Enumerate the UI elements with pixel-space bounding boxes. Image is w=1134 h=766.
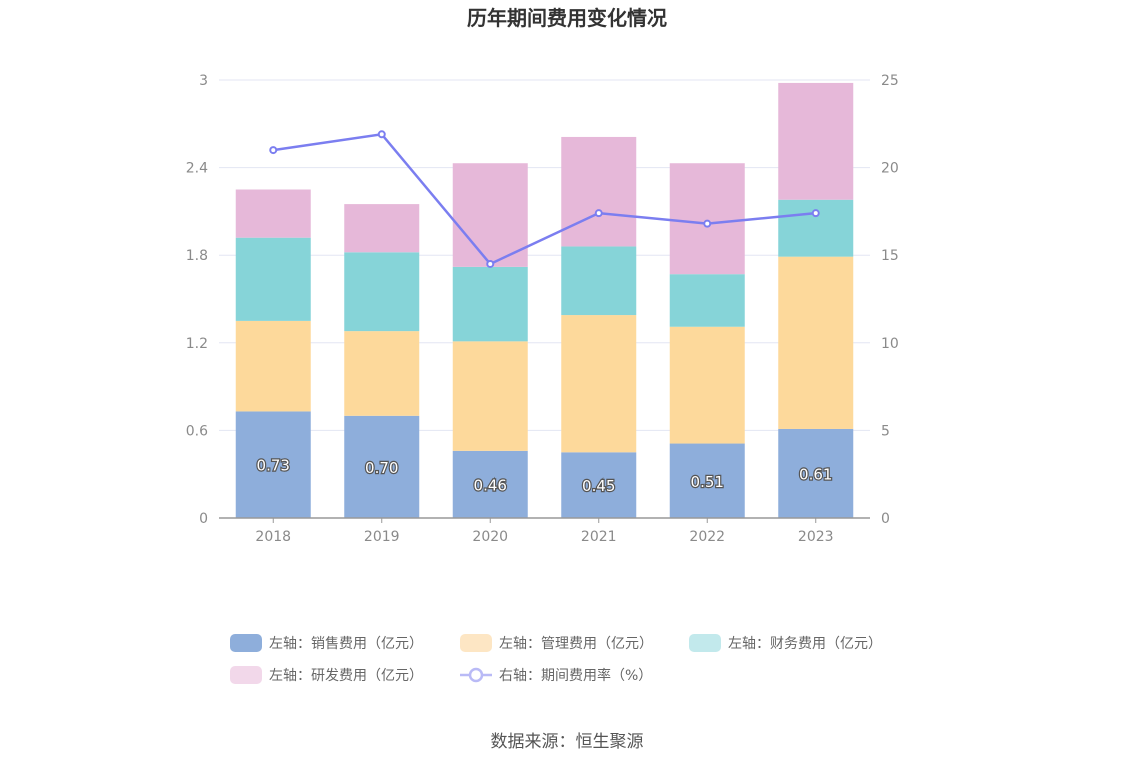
grid-lines [219, 79, 870, 431]
bar-segment [561, 315, 637, 453]
bar-segment [235, 320, 311, 412]
legend-label: 右轴：期间费用率（%） [499, 667, 652, 684]
x-axis-tick-label: 2021 [581, 529, 617, 545]
bar-segment [669, 163, 745, 275]
chart-title: 历年期间费用变化情况 [467, 6, 667, 30]
legend-swatch [689, 634, 721, 652]
x-axis-tick-label: 2019 [364, 529, 400, 545]
bar-segment [669, 274, 745, 327]
bar-data-label: 0.73 [257, 457, 290, 475]
left-axis-tick-label: 1.8 [186, 248, 208, 264]
rate-point [377, 130, 386, 139]
rate-point [811, 209, 820, 218]
bar-segment [452, 341, 528, 451]
bar-data-label: 0.70 [365, 459, 398, 477]
x-axis-tick-label: 2018 [255, 529, 291, 545]
bar-segment [452, 163, 528, 267]
x-axis-tick-label: 2023 [798, 529, 834, 545]
line-series-group [269, 130, 820, 268]
bar-segment [344, 204, 420, 253]
right-axis-tick-label: 5 [881, 423, 890, 439]
bar-data-label: 0.51 [691, 473, 724, 491]
rate-point [486, 259, 495, 268]
right-axis-tick-label: 25 [881, 73, 899, 89]
bar-segment [344, 252, 420, 332]
left-axis-tick-label: 0.6 [186, 423, 208, 439]
data-labels-group: 0.73 0.70 0.46 0.45 0.51 0.61 [255, 456, 833, 497]
bar-segment [561, 246, 637, 316]
bar-segment [778, 82, 854, 200]
legend-swatch [230, 634, 262, 652]
bar-segment [344, 415, 420, 518]
bar-data-label: 0.45 [582, 477, 615, 495]
rate-point [703, 219, 712, 228]
bar-segment [235, 189, 311, 238]
bar-data-label: 0.61 [799, 465, 832, 483]
bar-segment [452, 266, 528, 342]
legend-label: 左轴：研发费用（亿元） [269, 668, 423, 684]
legend-label: 左轴：管理费用（亿元） [499, 636, 653, 652]
left-axis-tick-label: 2.4 [186, 161, 208, 177]
x-axis-tick-label: 2022 [689, 529, 725, 545]
left-axis-tick-label: 3 [199, 73, 208, 89]
legend: 左轴：销售费用（亿元） 左轴：管理费用（亿元） 左轴：财务费用（亿元） 左轴：研发费用… [230, 634, 882, 684]
bar-segment [561, 136, 637, 247]
legend-swatch [460, 634, 492, 652]
right-axis-tick-label: 20 [881, 161, 899, 177]
bar-segment [778, 199, 854, 257]
bar-segment [669, 443, 745, 518]
rate-point [269, 146, 278, 155]
source-note: 数据来源：恒生聚源 [491, 732, 644, 752]
bar-segment [235, 411, 311, 518]
legend-label: 左轴：财务费用（亿元） [728, 636, 882, 652]
left-axis-tick-label: 0 [199, 511, 208, 527]
bar-segment [344, 331, 420, 416]
rate-point [594, 209, 603, 218]
bar-data-label: 0.46 [474, 476, 507, 494]
legend-line-marker [468, 667, 484, 683]
bar-segment [669, 326, 745, 444]
x-axis-tick-label: 2020 [472, 529, 508, 545]
legend-label: 左轴：销售费用（亿元） [269, 636, 423, 652]
bar-series-group [235, 82, 854, 518]
rate-line [273, 132, 816, 266]
bar-segment [452, 450, 528, 518]
right-axis-tick-label: 0 [881, 511, 890, 527]
bar-segment [778, 428, 854, 518]
bar-segment [778, 256, 854, 429]
legend-swatch [230, 666, 262, 684]
left-axis-tick-label: 1.2 [186, 336, 208, 352]
bar-segment [235, 237, 311, 321]
axes-group: 0 0.6 1.2 1.8 2.4 3 0 5 10 15 20 25 2018 2019 2020 2021… [186, 73, 899, 545]
right-axis-tick-label: 10 [881, 336, 899, 352]
right-axis-tick-label: 15 [881, 248, 899, 264]
bar-segment [561, 452, 637, 518]
